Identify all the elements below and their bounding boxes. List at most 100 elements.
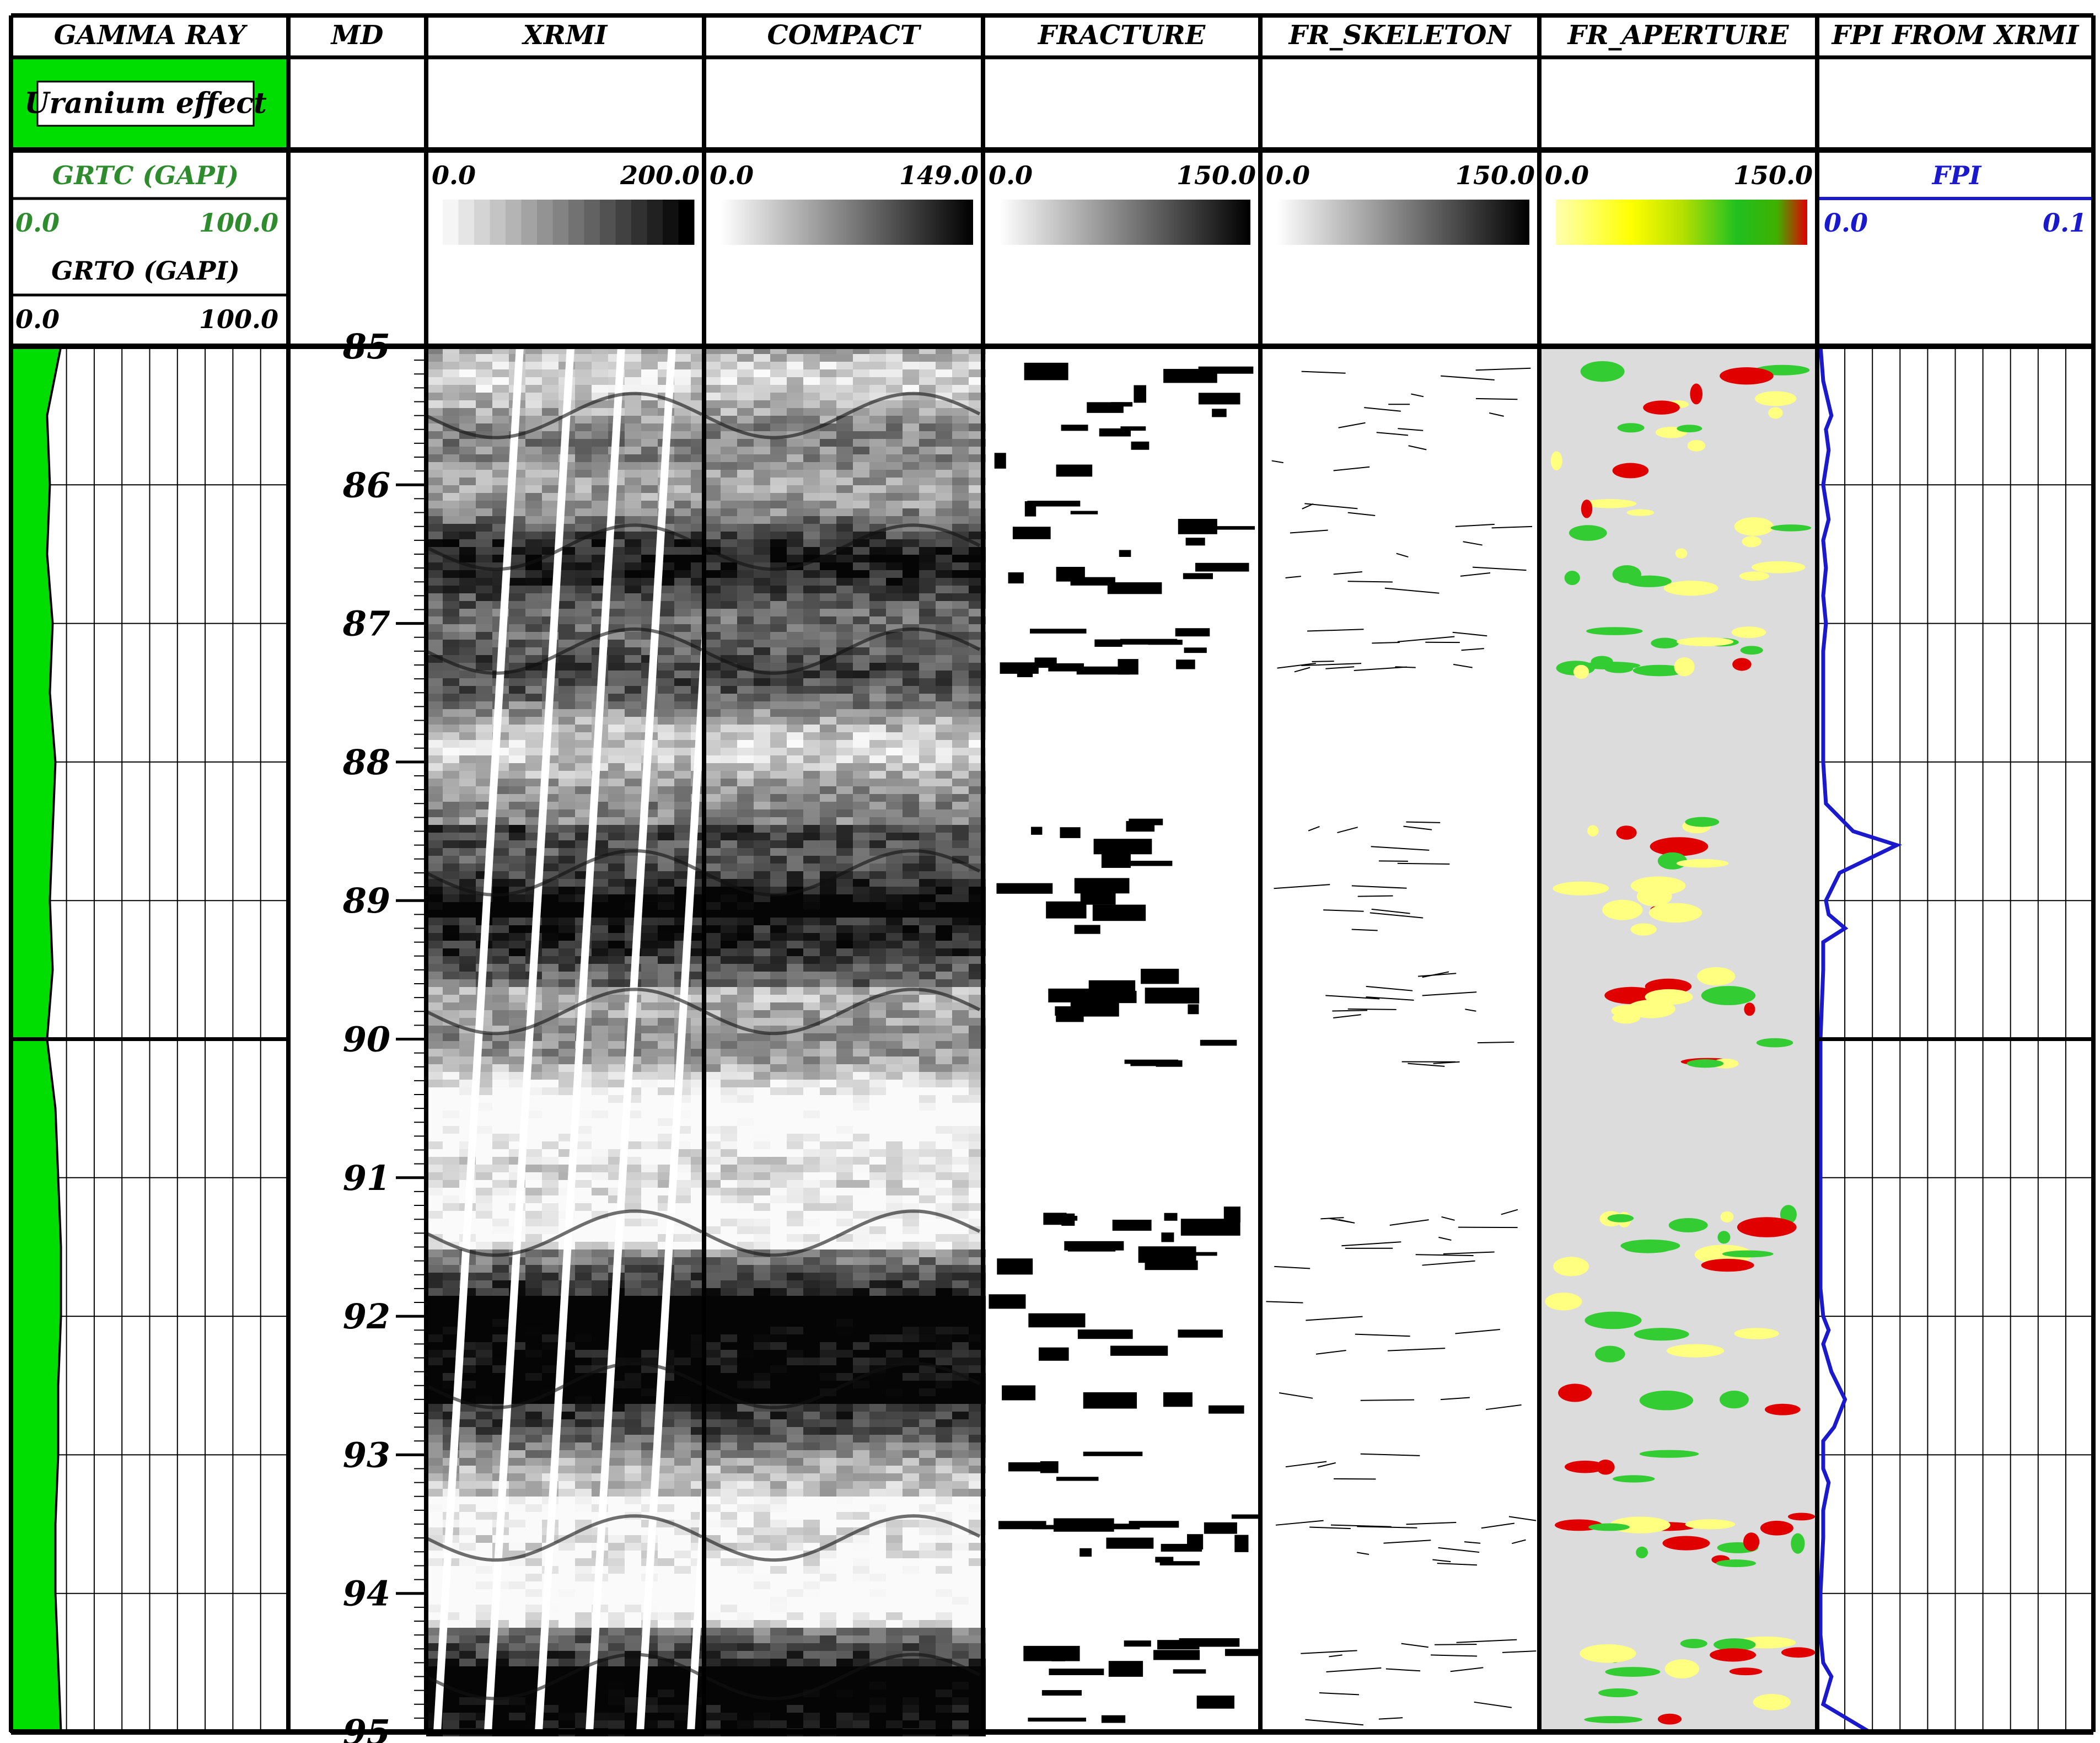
xrmi-img-cell bbox=[674, 393, 691, 401]
xrmi-img-cell bbox=[542, 508, 559, 517]
compact-img-cell bbox=[936, 532, 953, 540]
xrmi-image bbox=[425, 346, 777, 1736]
xrmi-img-cell bbox=[443, 1327, 460, 1335]
xrmi-img-cell bbox=[525, 786, 543, 795]
compact-img-cell bbox=[836, 423, 853, 432]
compact-img-cell bbox=[952, 732, 969, 741]
xrmi-img-cell bbox=[592, 1056, 609, 1065]
xrmi-img-cell bbox=[492, 1211, 509, 1219]
xrmi-img-cell bbox=[674, 840, 691, 849]
compact-img-cell bbox=[704, 524, 721, 532]
xrmi-img-cell bbox=[658, 1473, 675, 1482]
title-fracture: FRACTURE bbox=[1037, 20, 1206, 51]
compact-img-cell bbox=[820, 1002, 837, 1011]
compact-img-cell bbox=[721, 941, 738, 949]
xrmi-img-cell bbox=[492, 948, 509, 957]
xrmi-img-cell bbox=[509, 1659, 526, 1667]
skeleton-scale-max: 150.0 bbox=[1456, 160, 1535, 190]
compact-img-cell bbox=[919, 1049, 936, 1057]
xrmi-img-cell bbox=[525, 655, 543, 663]
compact-img-cell bbox=[820, 470, 837, 478]
xrmi-img-cell bbox=[592, 1242, 609, 1250]
xrmi-img-cell bbox=[592, 1026, 609, 1034]
xrmi-img-cell bbox=[509, 694, 526, 702]
compact-img-cell bbox=[919, 918, 936, 926]
compact-img-cell bbox=[853, 732, 870, 741]
xrmi-img-cell bbox=[443, 454, 460, 463]
xrmi-img-cell bbox=[674, 562, 691, 571]
xrmi-img-cell bbox=[674, 570, 691, 578]
xrmi-img-cell bbox=[426, 1242, 443, 1250]
xrmi-img-cell bbox=[625, 1589, 642, 1597]
xrmi-img-cell bbox=[525, 1628, 543, 1636]
compact-img-cell bbox=[836, 524, 853, 532]
compact-img-cell bbox=[704, 439, 721, 447]
compact-img-cell bbox=[820, 686, 837, 694]
xrmi-img-cell bbox=[459, 678, 476, 687]
xrmi-img-cell bbox=[426, 1458, 443, 1466]
xrmi-img-cell bbox=[674, 1566, 691, 1574]
xrmi-img-cell bbox=[492, 1334, 509, 1343]
xrmi-img-cell bbox=[426, 1365, 443, 1374]
xrmi-img-cell bbox=[608, 1628, 625, 1636]
xrmi-img-cell bbox=[575, 462, 592, 470]
xrmi-img-cell bbox=[492, 454, 509, 463]
xrmi-img-cell bbox=[608, 732, 625, 741]
xrmi-img-cell bbox=[459, 840, 476, 849]
compact-img-cell bbox=[903, 779, 920, 787]
compact-img-cell bbox=[787, 856, 804, 864]
compact-img-cell bbox=[770, 423, 787, 432]
compact-img-cell bbox=[886, 871, 903, 879]
xrmi-img-cell bbox=[443, 1041, 460, 1049]
compact-img-cell bbox=[952, 547, 969, 555]
xrmi-img-cell bbox=[674, 1427, 691, 1435]
compact-img-cell bbox=[952, 655, 969, 663]
compact-img-cell bbox=[869, 1049, 887, 1057]
compact-img-cell bbox=[853, 362, 870, 370]
xrmi-img-cell bbox=[592, 1141, 609, 1150]
compact-img-cell bbox=[820, 1026, 837, 1034]
xrmi-img-cell bbox=[492, 972, 509, 980]
xrmi-img-cell bbox=[459, 1635, 476, 1644]
xrmi-img-cell bbox=[426, 956, 443, 964]
xrmi-img-cell bbox=[476, 1103, 493, 1111]
xrmi-img-cell bbox=[658, 1049, 675, 1057]
xrmi-img-cell bbox=[608, 1087, 625, 1096]
xrmi-img-cell bbox=[558, 1396, 576, 1404]
xrmi-img-cell bbox=[443, 1141, 460, 1150]
compact-img-cell bbox=[936, 516, 953, 524]
compact-img-cell bbox=[770, 933, 787, 941]
xrmi-img-cell bbox=[525, 1172, 543, 1181]
xrmi-img-cell bbox=[641, 1381, 658, 1389]
compact-img-cell bbox=[737, 1010, 754, 1018]
xrmi-img-cell bbox=[641, 1118, 658, 1127]
xrmi-img-cell bbox=[592, 1149, 609, 1157]
xrmi-img-cell bbox=[492, 485, 509, 494]
xrmi-img-cell bbox=[476, 624, 493, 632]
compact-img-cell bbox=[770, 377, 787, 385]
xrmi-img-cell bbox=[542, 354, 559, 362]
compact-img-cell bbox=[903, 671, 920, 679]
xrmi-img-cell bbox=[558, 732, 576, 741]
compact-img-cell bbox=[853, 941, 870, 949]
compact-img-cell bbox=[936, 555, 953, 563]
xrmi-img-cell bbox=[625, 1404, 642, 1412]
xrmi-img-cell bbox=[542, 1720, 559, 1729]
xrmi-img-cell bbox=[592, 910, 609, 918]
compact-img-cell bbox=[919, 694, 936, 702]
compact-img-cell bbox=[886, 1056, 903, 1065]
xrmi-img-cell bbox=[674, 1249, 691, 1258]
xrmi-img-cell bbox=[641, 1327, 658, 1335]
xrmi-img-cell bbox=[592, 493, 609, 501]
xrmi-img-cell bbox=[575, 439, 592, 447]
compact-img-cell bbox=[704, 848, 721, 856]
compact-img-cell bbox=[869, 601, 887, 609]
compact-img-cell bbox=[803, 462, 820, 470]
compact-img-cell bbox=[787, 995, 804, 1003]
xrmi-img-cell bbox=[443, 1080, 460, 1088]
compact-img-cell bbox=[853, 987, 870, 995]
compact-img-cell bbox=[754, 416, 771, 424]
xrmi-img-cell bbox=[443, 925, 460, 934]
compact-img-cell bbox=[886, 964, 903, 972]
xrmi-img-cell bbox=[641, 1365, 658, 1374]
